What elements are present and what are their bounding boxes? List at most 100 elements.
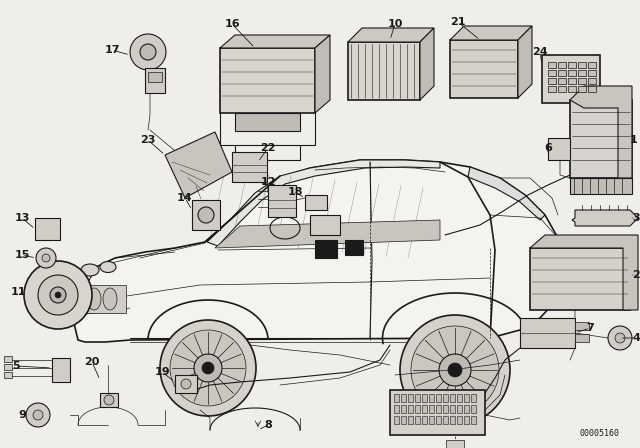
- Bar: [548, 138, 570, 160]
- Circle shape: [194, 354, 222, 382]
- Bar: [575, 334, 589, 342]
- Circle shape: [448, 363, 462, 377]
- Bar: [450, 40, 518, 98]
- Bar: [471, 394, 476, 402]
- Circle shape: [615, 333, 625, 343]
- Text: 6: 6: [544, 143, 552, 153]
- Bar: [443, 405, 448, 413]
- Text: 2: 2: [632, 270, 640, 280]
- Bar: [588, 78, 596, 84]
- Bar: [588, 86, 596, 92]
- Bar: [588, 62, 596, 68]
- Polygon shape: [220, 35, 330, 48]
- Polygon shape: [315, 35, 330, 113]
- Polygon shape: [572, 210, 638, 226]
- Text: 3: 3: [632, 213, 640, 223]
- Circle shape: [198, 207, 214, 223]
- Polygon shape: [72, 160, 565, 342]
- Bar: [232, 152, 267, 182]
- Circle shape: [160, 320, 256, 416]
- Circle shape: [439, 354, 471, 386]
- Bar: [401, 394, 406, 402]
- Bar: [568, 70, 576, 76]
- Bar: [415, 416, 420, 424]
- Polygon shape: [468, 167, 545, 220]
- Bar: [394, 405, 399, 413]
- Bar: [408, 405, 413, 413]
- Bar: [192, 200, 220, 230]
- Text: 20: 20: [84, 357, 100, 367]
- Bar: [471, 405, 476, 413]
- Bar: [52, 358, 70, 382]
- Text: 12: 12: [260, 177, 276, 187]
- Bar: [310, 215, 340, 235]
- Ellipse shape: [100, 262, 116, 272]
- Bar: [408, 394, 413, 402]
- Bar: [390, 390, 485, 435]
- Bar: [436, 416, 441, 424]
- Bar: [578, 78, 586, 84]
- Bar: [548, 70, 556, 76]
- Bar: [422, 394, 427, 402]
- Bar: [436, 405, 441, 413]
- Polygon shape: [348, 28, 434, 42]
- Circle shape: [24, 261, 92, 329]
- Circle shape: [170, 330, 246, 406]
- Circle shape: [608, 326, 632, 350]
- Bar: [548, 86, 556, 92]
- Circle shape: [130, 34, 166, 70]
- Bar: [315, 240, 337, 258]
- Text: 5: 5: [12, 361, 20, 371]
- Circle shape: [33, 410, 43, 420]
- Text: 14: 14: [177, 193, 193, 203]
- Bar: [450, 394, 455, 402]
- Text: 19: 19: [154, 367, 170, 377]
- Circle shape: [26, 403, 50, 427]
- Text: 15: 15: [14, 250, 29, 260]
- Bar: [394, 394, 399, 402]
- Ellipse shape: [103, 288, 117, 310]
- Bar: [548, 78, 556, 84]
- Bar: [558, 86, 566, 92]
- Bar: [84, 285, 126, 313]
- Bar: [4, 372, 12, 378]
- Bar: [446, 440, 464, 448]
- Text: 00005160: 00005160: [580, 429, 620, 438]
- Text: 22: 22: [260, 143, 276, 153]
- Bar: [443, 416, 448, 424]
- Text: 21: 21: [451, 17, 466, 27]
- Polygon shape: [420, 28, 434, 100]
- Circle shape: [202, 362, 214, 374]
- Text: 18: 18: [287, 187, 303, 197]
- Bar: [408, 416, 413, 424]
- Bar: [568, 86, 576, 92]
- Bar: [145, 68, 165, 93]
- Text: 1: 1: [630, 135, 638, 145]
- Polygon shape: [165, 132, 232, 198]
- Bar: [100, 393, 118, 407]
- Bar: [570, 178, 632, 194]
- Bar: [148, 72, 162, 82]
- Text: 16: 16: [224, 19, 240, 29]
- Bar: [558, 70, 566, 76]
- Text: 24: 24: [532, 47, 548, 57]
- Bar: [530, 248, 630, 310]
- Bar: [348, 42, 420, 100]
- Text: 13: 13: [14, 213, 29, 223]
- Text: 9: 9: [18, 410, 26, 420]
- Bar: [558, 62, 566, 68]
- Bar: [305, 195, 327, 210]
- Bar: [578, 86, 586, 92]
- Text: 4: 4: [632, 333, 640, 343]
- Text: 10: 10: [387, 19, 403, 29]
- Bar: [429, 416, 434, 424]
- Bar: [345, 240, 363, 255]
- Bar: [450, 416, 455, 424]
- Bar: [235, 113, 300, 131]
- Bar: [520, 318, 575, 348]
- Circle shape: [140, 44, 156, 60]
- Bar: [415, 394, 420, 402]
- Bar: [588, 70, 596, 76]
- Bar: [457, 405, 462, 413]
- Text: 23: 23: [140, 135, 156, 145]
